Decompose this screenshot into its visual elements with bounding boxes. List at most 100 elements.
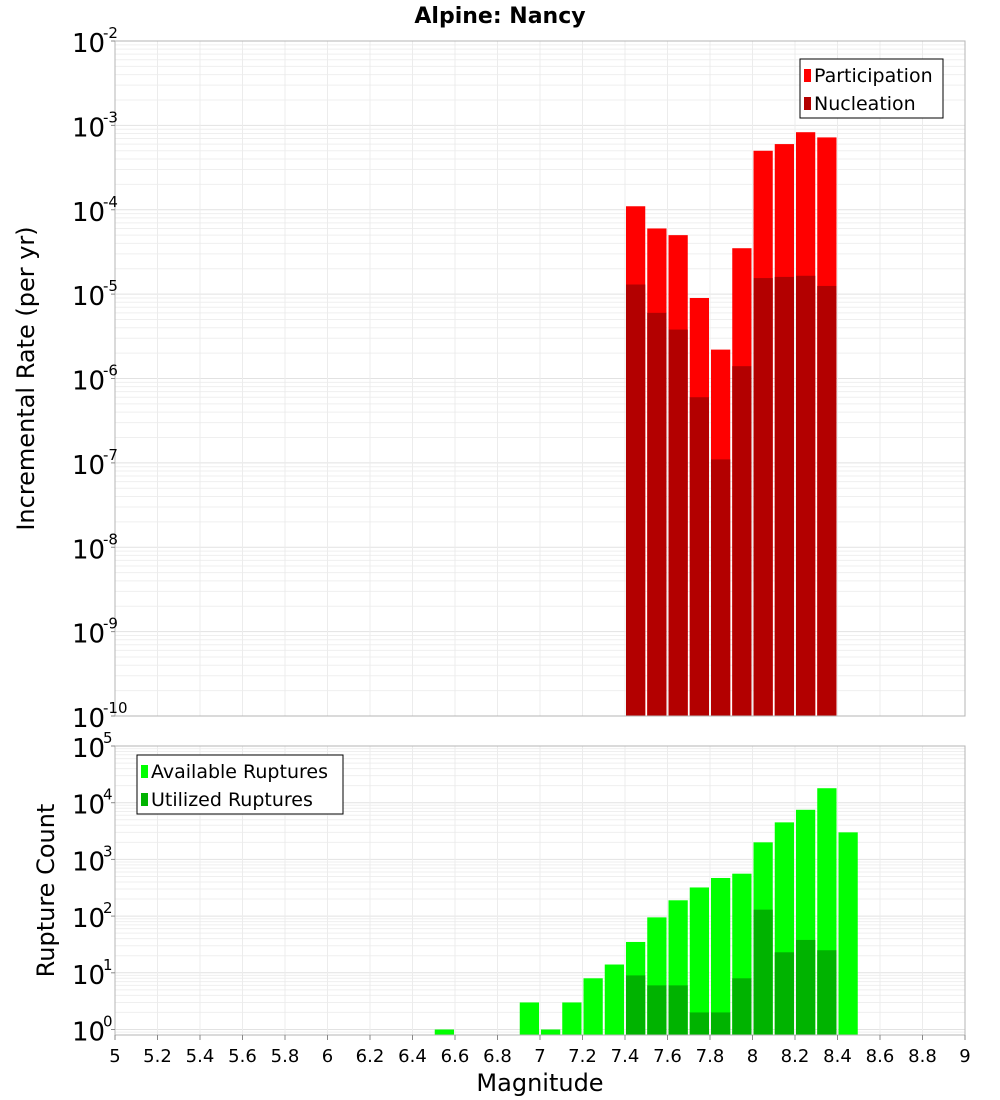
y-tick-exponent: 1 xyxy=(103,956,113,974)
y-tick: 10-5 xyxy=(72,277,118,312)
y-tick: 10-6 xyxy=(72,362,118,397)
y-tick-base: 10 xyxy=(72,620,105,650)
x-tick-label: 8.4 xyxy=(823,1046,852,1067)
bar-available-ruptures xyxy=(604,964,624,1035)
y-tick: 100 xyxy=(72,1013,115,1048)
y-tick: 10-7 xyxy=(72,446,118,481)
count-legend: Available Ruptures Utilized Ruptures xyxy=(136,754,344,815)
bar-nucleation xyxy=(689,397,709,716)
bar-nucleation xyxy=(732,366,752,716)
y-tick-base: 10 xyxy=(72,961,105,991)
y-tick: 10-8 xyxy=(72,530,118,565)
y-tick: 101 xyxy=(72,956,115,991)
y-tick: 10-3 xyxy=(72,108,118,143)
y-tick-exponent: 3 xyxy=(103,842,113,860)
x-tick-label: 7.2 xyxy=(568,1046,597,1067)
legend-label-utilized: Utilized Ruptures xyxy=(151,789,313,811)
bar-utilized-ruptures xyxy=(626,975,646,1035)
y-tick-base: 10 xyxy=(72,29,105,59)
y-tick-base: 10 xyxy=(72,367,105,397)
nucleation-bars xyxy=(626,275,837,716)
y-tick-exponent: 4 xyxy=(103,786,113,804)
x-tick-label: 7 xyxy=(534,1046,545,1067)
x-tick-label: 6.2 xyxy=(356,1046,385,1067)
y-tick: 102 xyxy=(72,899,115,934)
x-tick-label: 6.8 xyxy=(483,1046,512,1067)
bar-available-ruptures xyxy=(562,1002,582,1035)
bar-available-ruptures xyxy=(583,978,603,1035)
bar-available-ruptures xyxy=(434,1029,454,1035)
x-tick-label: 5.6 xyxy=(228,1046,257,1067)
x-tick-label: 8.8 xyxy=(908,1046,937,1067)
y-tick-base: 10 xyxy=(72,113,105,143)
x-tick-label: 9 xyxy=(959,1046,970,1067)
y-tick-base: 10 xyxy=(72,847,105,877)
utilized-ruptures-bars xyxy=(626,909,837,1035)
bar-utilized-ruptures xyxy=(711,1012,731,1035)
bar-utilized-ruptures xyxy=(647,985,667,1035)
y-tick: 10-4 xyxy=(72,193,118,228)
bar-utilized-ruptures xyxy=(796,939,816,1035)
x-tick-label: 6.6 xyxy=(441,1046,470,1067)
y-tick: 105 xyxy=(72,729,115,764)
x-tick-label: 7.4 xyxy=(611,1046,640,1067)
legend-label-available: Available Ruptures xyxy=(151,761,328,783)
y-tick-exponent: 2 xyxy=(103,899,113,917)
x-tick-label: 8 xyxy=(747,1046,758,1067)
y-tick: 10-2 xyxy=(72,24,118,59)
x-tick-label: 7.6 xyxy=(653,1046,682,1067)
y-tick-exponent: -10 xyxy=(103,699,128,717)
x-tick-label: 8.6 xyxy=(866,1046,895,1067)
bar-utilized-ruptures xyxy=(753,909,773,1035)
bar-utilized-ruptures xyxy=(817,950,837,1035)
rate-legend-box xyxy=(799,58,944,119)
y-tick-exponent: -2 xyxy=(103,24,118,42)
y-tick-base: 10 xyxy=(72,198,105,228)
bar-nucleation xyxy=(774,276,794,716)
legend-swatch-available xyxy=(141,765,148,778)
y-tick-exponent: -4 xyxy=(103,193,118,211)
x-axis-label: Magnitude xyxy=(476,1069,603,1097)
bar-available-ruptures xyxy=(838,832,858,1035)
bar-utilized-ruptures xyxy=(774,952,794,1035)
magnitude-x-ticks: 5 5.2 5.4 5.6 5.8 6 6.2 6.4 6.6 6.8 7 7.2 7.4 7.6 7.8 8… xyxy=(109,1035,971,1067)
count-y-axis-label: Rupture Count xyxy=(32,804,60,978)
y-tick-base: 10 xyxy=(72,282,105,312)
x-tick-label: 5 xyxy=(109,1046,120,1067)
legend-label-nucleation: Nucleation xyxy=(814,93,916,115)
bar-nucleation xyxy=(668,329,688,716)
rate-y-axis-label: Incremental Rate (per yr) xyxy=(12,226,40,530)
bar-utilized-ruptures xyxy=(668,985,688,1035)
y-tick-exponent: -6 xyxy=(103,362,118,380)
x-tick-label: 7.8 xyxy=(696,1046,725,1067)
y-tick-base: 10 xyxy=(72,451,105,481)
x-tick-label: 5.4 xyxy=(186,1046,215,1067)
y-tick-base: 10 xyxy=(72,734,105,764)
y-tick: 10-9 xyxy=(72,615,118,650)
bar-available-ruptures xyxy=(519,1002,539,1035)
x-tick-label: 6 xyxy=(322,1046,333,1067)
y-tick-base: 10 xyxy=(72,535,105,565)
y-tick-exponent: 0 xyxy=(103,1013,113,1031)
y-tick: 103 xyxy=(72,842,115,877)
bar-nucleation xyxy=(753,278,773,716)
y-tick: 10-10 xyxy=(72,699,128,734)
bar-available-ruptures xyxy=(689,887,709,1035)
bar-nucleation xyxy=(647,312,667,716)
y-tick-exponent: -5 xyxy=(103,277,118,295)
y-tick-exponent: 5 xyxy=(103,729,113,747)
legend-swatch-utilized xyxy=(141,793,148,806)
x-tick-label: 6.4 xyxy=(398,1046,427,1067)
y-tick-exponent: -7 xyxy=(103,446,118,464)
y-tick: 104 xyxy=(72,786,115,821)
bar-utilized-ruptures xyxy=(689,1012,709,1035)
y-tick-base: 10 xyxy=(72,791,105,821)
bar-nucleation xyxy=(796,275,816,716)
y-tick-base: 10 xyxy=(72,704,105,734)
y-tick-base: 10 xyxy=(72,1018,105,1048)
